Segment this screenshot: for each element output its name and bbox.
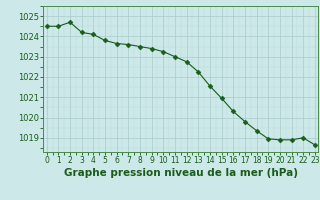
X-axis label: Graphe pression niveau de la mer (hPa): Graphe pression niveau de la mer (hPa) [64, 168, 298, 178]
